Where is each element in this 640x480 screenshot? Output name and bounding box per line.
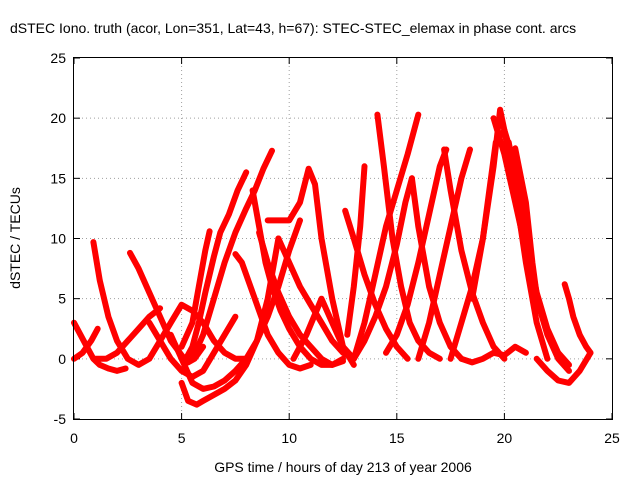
series-arc-26 [415, 146, 473, 362]
series-arc-09 [182, 169, 250, 362]
y-tick-label: 10 [50, 231, 66, 247]
y-tick-label: -5 [54, 411, 67, 427]
series-arc-08 [178, 235, 282, 408]
y-tick-label: 20 [50, 110, 66, 126]
series-arc-33 [533, 349, 594, 386]
series-arc-05 [92, 305, 164, 362]
series-arc-22 [350, 175, 415, 362]
series-arc-02 [71, 325, 101, 362]
y-tick-label: 5 [58, 291, 66, 307]
series-arc-10 [189, 147, 275, 362]
x-tick-label: 10 [281, 430, 297, 446]
series-arc-31 [512, 145, 542, 314]
y-tick-label: 15 [50, 170, 66, 186]
series-arc-32 [561, 281, 594, 356]
y-axis-label: dSTEC / TECUs [7, 187, 23, 289]
series-arc-15 [264, 165, 357, 368]
series-arc-24 [383, 146, 450, 356]
series-arc-01 [71, 319, 129, 374]
series-arc-25 [441, 146, 508, 362]
plot-frame [73, 57, 613, 420]
y-tick-label: 25 [50, 50, 66, 66]
series-arc-18 [342, 207, 411, 362]
x-tick-label: 0 [70, 430, 78, 446]
chart-title: dSTEC Iono. truth (acor, Lon=351, Lat=43… [10, 20, 576, 36]
series-arc-34 [458, 343, 529, 366]
series-arc-19 [344, 163, 368, 338]
x-tick-label: 5 [178, 430, 186, 446]
x-tick-label: 15 [389, 430, 405, 446]
y-tick-label: 0 [58, 351, 66, 367]
series-arc-11 [178, 228, 213, 350]
plot-series [71, 106, 594, 408]
x-tick-label: 25 [604, 430, 620, 446]
series-arc-12 [232, 251, 314, 372]
series-arc-14 [256, 229, 346, 368]
series-arc-17 [290, 295, 357, 362]
x-tick-label: 20 [497, 430, 513, 446]
x-axis-label: GPS time / hours of day 213 of year 2006 [214, 459, 472, 475]
series-arc-20 [350, 111, 422, 362]
